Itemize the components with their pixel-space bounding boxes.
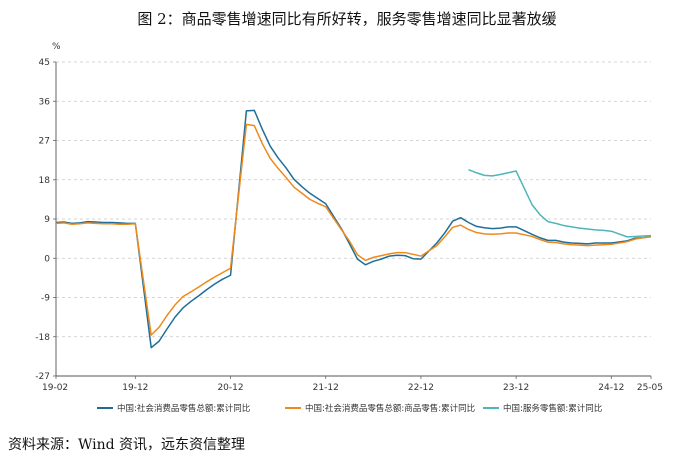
y-tick-label: 36 [39, 97, 51, 107]
series-line-2 [55, 123, 652, 336]
series-line-1 [55, 109, 652, 349]
y-tick-label: -27 [35, 372, 50, 382]
x-tick-label: 20-12 [217, 383, 243, 393]
y-unit-label: % [52, 42, 61, 52]
source-note: 资料来源：Wind 资讯，远东资信整理 [8, 437, 246, 453]
x-tick-label: 19-12 [122, 383, 148, 393]
x-tick-label: 19-02 [42, 383, 68, 393]
y-tick-label: -9 [41, 294, 50, 304]
x-tick-label: 21-12 [313, 383, 339, 393]
y-tick-label: 45 [39, 58, 50, 68]
x-tick-label: 25-05 [637, 383, 663, 393]
series-line-3 [468, 169, 652, 238]
y-tick-label: 27 [39, 137, 50, 147]
y-tick-label: 0 [44, 254, 50, 264]
chart-title: 图 2：商品零售增速同比有所好转，服务零售增速同比显著放缓 [137, 10, 557, 28]
y-tick-label: -18 [35, 333, 50, 343]
legend-label: 中国:社会消费品零售总额:商品零售:累计同比 [305, 403, 475, 414]
x-tick-label: 24-12 [598, 383, 624, 393]
x-tick-label: 23-12 [503, 383, 529, 393]
y-tick-label: 9 [44, 215, 50, 225]
legend-label: 中国:社会消费品零售总额:累计同比 [117, 403, 250, 414]
y-tick-label: 18 [39, 176, 51, 186]
legend-label: 中国:服务零售额:累计同比 [503, 403, 602, 414]
x-tick-label: 22-12 [408, 383, 434, 393]
